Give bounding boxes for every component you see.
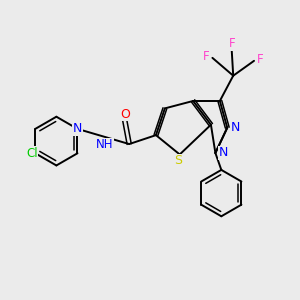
Text: F: F bbox=[228, 38, 235, 50]
Text: Cl: Cl bbox=[26, 147, 38, 160]
Text: F: F bbox=[203, 50, 210, 63]
Text: O: O bbox=[120, 108, 130, 121]
Text: N: N bbox=[219, 146, 228, 160]
Text: N: N bbox=[73, 122, 82, 135]
Text: F: F bbox=[257, 53, 263, 66]
Text: NH: NH bbox=[96, 138, 114, 151]
Text: N: N bbox=[231, 121, 240, 134]
Text: S: S bbox=[174, 154, 182, 167]
